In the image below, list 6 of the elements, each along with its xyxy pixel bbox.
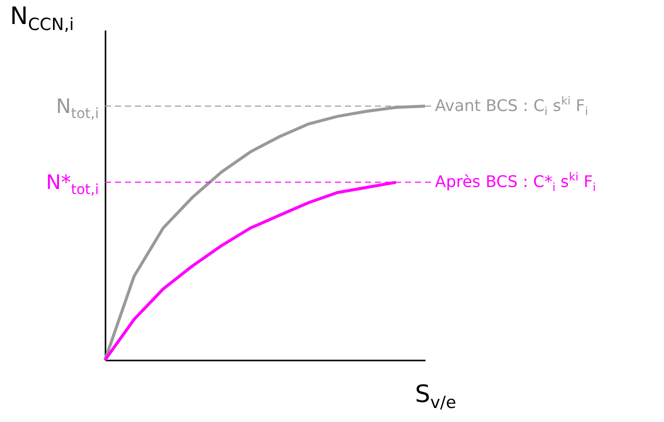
ref-line-label: N*$_{tot,i}$ — [46, 170, 99, 198]
series-label: Avant BCS : C$_{i}$ s$^{ki}$ F$_{i}$ — [435, 94, 588, 118]
ref-line-label: N$_{tot,i}$ — [56, 94, 99, 122]
x-axis-title: S$_{v/e}$ — [415, 380, 456, 412]
y-axis-title: N$_{CCN,i}$ — [10, 2, 74, 34]
text: Après BCS : C*$_{i}$ s$^{ki}$ F$_{i}$ — [435, 170, 596, 194]
